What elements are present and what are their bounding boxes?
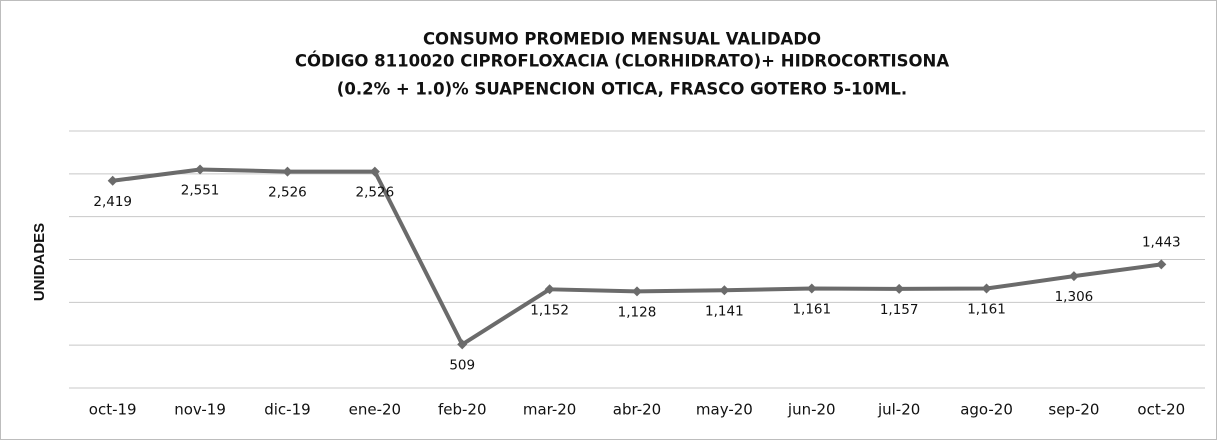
data-label: 2,526 — [356, 185, 395, 201]
chart-title: CONSUMO PROMEDIO MENSUAL VALIDADO — [423, 30, 821, 49]
data-label: 1,157 — [880, 302, 919, 318]
data-label: 1,152 — [530, 302, 569, 318]
x-tick-label: mar-20 — [523, 401, 577, 419]
marker — [806, 283, 817, 294]
x-tick-label: oct-20 — [1137, 401, 1185, 419]
x-tick-label: ene-20 — [349, 401, 401, 419]
data-label: 1,161 — [792, 302, 831, 318]
chart-title: (0.2% + 1.0)% SUAPENCION OTICA, FRASCO G… — [337, 80, 907, 99]
marker — [195, 164, 206, 175]
data-label: 1,128 — [618, 304, 657, 320]
chart-title: CÓDIGO 8110020 CIPROFLOXACIA (CLORHIDRAT… — [295, 52, 949, 71]
x-tick-label: jul-20 — [877, 401, 920, 419]
marker — [544, 284, 555, 295]
data-label: 1,161 — [967, 302, 1006, 318]
marker — [457, 339, 468, 350]
data-label: 2,419 — [93, 194, 132, 210]
x-tick-label: abr-20 — [613, 401, 661, 419]
marker — [369, 166, 380, 177]
data-label: 1,306 — [1055, 289, 1094, 305]
marker — [282, 166, 293, 177]
marker — [1156, 259, 1167, 270]
x-tick-label: jun-20 — [787, 401, 836, 419]
x-tick-label: dic-19 — [264, 401, 310, 419]
x-tick-label: sep-20 — [1048, 401, 1099, 419]
marker — [107, 175, 118, 186]
x-tick-label: nov-19 — [174, 401, 226, 419]
x-tick-label: may-20 — [696, 401, 753, 419]
data-label: 2,526 — [268, 185, 307, 201]
data-label: 509 — [449, 357, 475, 373]
x-tick-label: ago-20 — [960, 401, 1013, 419]
marker — [1068, 271, 1079, 282]
x-tick-label: oct-19 — [89, 401, 137, 419]
x-tick-label: feb-20 — [438, 401, 487, 419]
marker — [632, 286, 642, 297]
marker — [894, 283, 905, 294]
data-label: 1,141 — [705, 303, 744, 319]
y-axis-label: UNIDADES — [31, 223, 48, 301]
marker — [719, 285, 730, 296]
data-label: 2,551 — [181, 182, 220, 198]
data-label: 1,443 — [1142, 234, 1181, 250]
marker — [981, 283, 992, 294]
